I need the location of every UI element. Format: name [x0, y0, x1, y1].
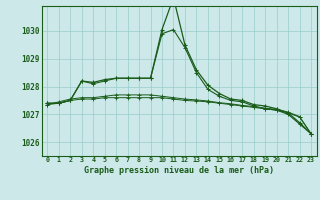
X-axis label: Graphe pression niveau de la mer (hPa): Graphe pression niveau de la mer (hPa): [84, 166, 274, 175]
